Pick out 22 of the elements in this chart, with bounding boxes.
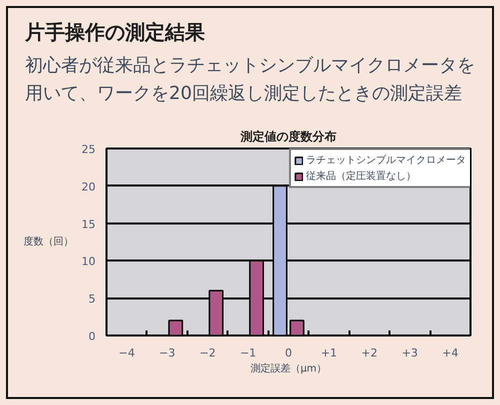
chart-subtitle: 初心者が従来品とラチェットシンブルマイクロメータを用いて、ワークを20回繰返し測定したときの測定誤差 [25,54,476,106]
x-tick-label: +1 [320,346,338,360]
y-tick-label: 20 [82,180,96,194]
x-tick-label: +2 [361,346,378,360]
y-tick-label: 0 [88,330,96,343]
x-tick-label: −4 [118,346,135,360]
legend-label: 従来品（定圧装置なし） [306,170,417,183]
y-axis-title: 度数（回） [24,236,74,248]
x-tick-label: −3 [159,346,176,360]
y-tick-label: 5 [88,292,96,306]
text: 測定値の度数分布 [240,130,336,144]
x-tick-label: 0 [285,346,292,360]
chart-title: 片手操作の測定結果 [25,20,205,44]
x-tick-label: +3 [402,346,418,360]
x-tick-label: +4 [442,346,458,360]
y-tick-label: 25 [82,143,96,156]
y-tick-label: 15 [82,218,96,231]
x-tick-label: −2 [200,346,216,360]
legend-label: ラチェットシンブルマイクロメータ [306,154,467,167]
x-tick-label: −1 [240,346,256,360]
y-tick-label: 10 [82,255,96,268]
x-axis-title: 測定誤差（μm） [250,362,327,374]
